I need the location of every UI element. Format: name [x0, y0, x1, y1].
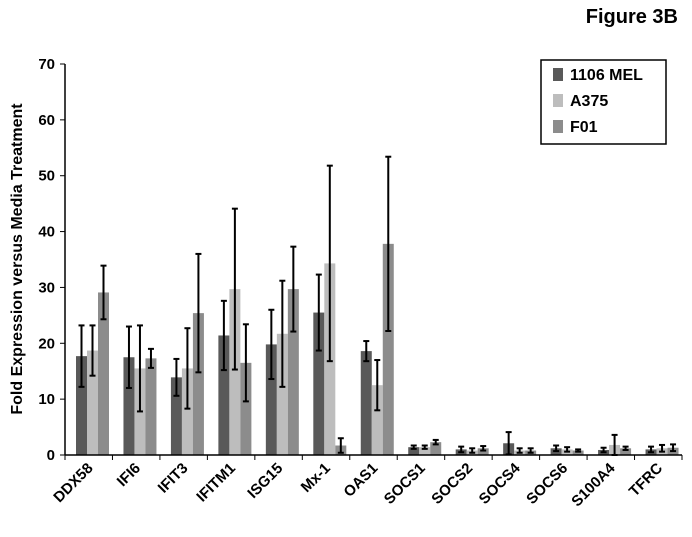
category-label: S100A4 — [568, 459, 619, 510]
bar — [360, 351, 372, 455]
bar — [313, 312, 325, 455]
category-label: ISG15 — [244, 460, 286, 502]
bar — [382, 243, 394, 455]
y-axis-title: Fold Expression versus Media Treatment — [9, 103, 26, 415]
y-axis-ticks: 0 10 20 30 40 50 60 70 — [38, 56, 65, 464]
bar — [170, 377, 182, 455]
error-bar — [100, 264, 107, 321]
y-tick-label: 50 — [38, 168, 55, 185]
error-bar — [432, 438, 439, 446]
error-bar — [575, 448, 582, 453]
error-bar — [136, 324, 143, 413]
bar — [408, 447, 420, 455]
error-bar — [385, 155, 392, 332]
error-bar — [195, 252, 202, 374]
error-bar — [363, 340, 370, 363]
error-bar — [147, 347, 154, 369]
error-bar — [290, 245, 297, 333]
error-bar — [670, 443, 677, 453]
legend-label: A375 — [570, 93, 608, 110]
error-bar — [622, 445, 629, 451]
category-label: SOCS1 — [381, 460, 429, 508]
bar — [371, 385, 383, 455]
category-label: SOCS2 — [428, 460, 476, 508]
error-bar — [480, 445, 487, 452]
bar — [477, 448, 489, 455]
bar — [87, 350, 98, 455]
error-bar — [173, 357, 180, 397]
error-bar — [648, 445, 655, 454]
bar — [240, 362, 252, 455]
error-bar — [410, 444, 417, 450]
error-bar — [469, 447, 476, 454]
error-bar — [326, 164, 333, 363]
category-label: IFITM1 — [193, 460, 239, 506]
error-bar — [659, 443, 666, 453]
error-bar — [600, 446, 607, 454]
y-tick-label: 60 — [38, 112, 55, 129]
y-tick-label: 20 — [38, 335, 55, 352]
category-label: DDX58 — [50, 460, 96, 506]
y-tick-label: 10 — [38, 391, 55, 408]
error-bar — [125, 325, 132, 389]
figure-label: Figure 3B — [585, 6, 678, 28]
bar — [419, 447, 431, 455]
category-label: IFIT3 — [155, 460, 192, 497]
bar — [145, 358, 157, 455]
legend-swatch — [553, 120, 563, 133]
error-bar — [553, 444, 560, 453]
category-label: TFRC — [626, 460, 666, 500]
axes — [64, 64, 683, 460]
bar — [76, 356, 87, 455]
error-bar — [421, 444, 428, 450]
bar-marks — [76, 243, 679, 455]
category-label: SOCS6 — [523, 460, 571, 508]
bar — [276, 333, 288, 455]
legend-swatch — [553, 68, 563, 81]
bar — [181, 368, 193, 455]
bar — [265, 344, 277, 455]
error-bar — [564, 446, 571, 453]
bar — [98, 292, 109, 455]
legend-label: F01 — [570, 119, 598, 136]
y-tick-label: 70 — [38, 56, 55, 73]
error-bar — [89, 324, 96, 377]
bar — [287, 289, 299, 455]
category-labels: DDX58 IFI6 IFIT3 IFITM1 ISG15 Mx-1 OAS1 SOCS1 SO… — [50, 459, 666, 510]
category-label: Mx-1 — [298, 460, 334, 496]
error-bar — [231, 207, 238, 371]
bar — [430, 442, 442, 455]
error-bar — [315, 273, 322, 352]
legend-swatch — [553, 94, 563, 107]
y-tick-label: 0 — [47, 447, 55, 464]
bar — [192, 313, 204, 455]
category-label: OAS1 — [340, 460, 381, 501]
error-bar — [458, 445, 465, 454]
error-bar — [279, 279, 286, 388]
error-bar — [527, 447, 534, 454]
error-bar — [516, 447, 523, 454]
error-bar — [268, 308, 275, 381]
legend-label: 1106 MEL — [570, 67, 643, 84]
bar — [218, 335, 230, 455]
bar — [123, 357, 135, 455]
error-bar — [337, 437, 344, 454]
y-tick-label: 40 — [38, 224, 55, 241]
y-tick-label: 30 — [38, 279, 55, 296]
category-label: IFI6 — [114, 460, 144, 490]
bar — [229, 289, 241, 455]
error-bar — [374, 359, 381, 412]
error-bars — [78, 155, 677, 456]
error-bar — [78, 324, 85, 388]
legend: 1106 MEL A375 F01 — [540, 59, 667, 145]
category-label: SOCS4 — [476, 459, 524, 507]
error-bar — [220, 299, 227, 372]
error-bar — [184, 327, 191, 410]
error-bar — [242, 323, 249, 403]
bar — [572, 450, 584, 455]
bar — [620, 448, 632, 455]
